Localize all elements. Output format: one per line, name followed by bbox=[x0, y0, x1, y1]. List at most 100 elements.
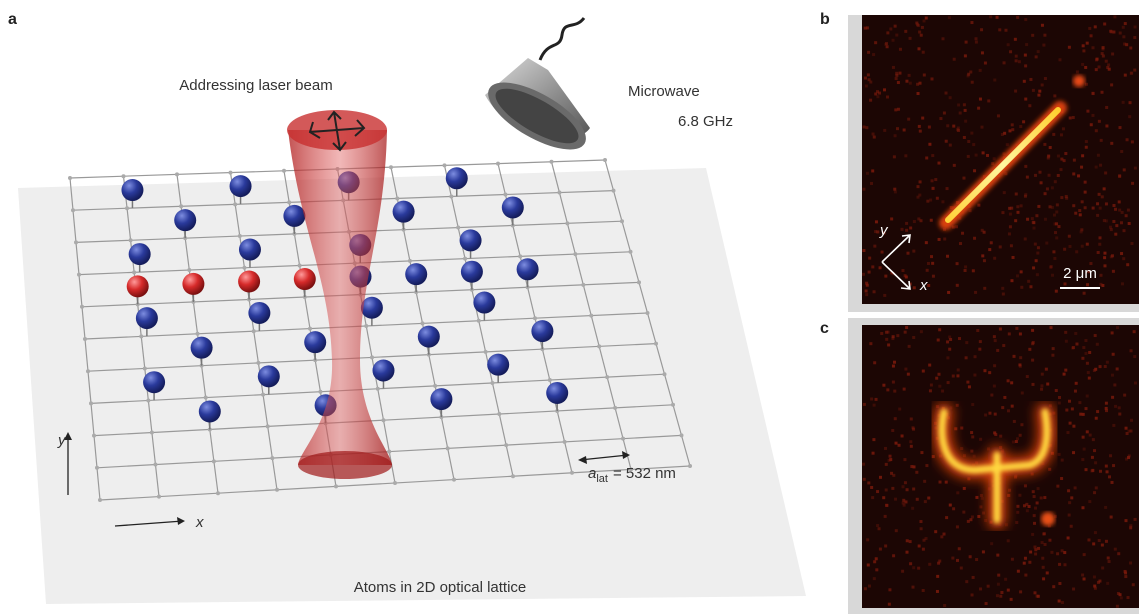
noise-pixel bbox=[1089, 434, 1092, 437]
noise-pixel bbox=[993, 364, 996, 367]
noise-pixel bbox=[910, 445, 913, 448]
noise-pixel bbox=[1133, 355, 1136, 358]
noise-pixel bbox=[917, 92, 920, 95]
noise-pixel bbox=[890, 217, 893, 220]
noise-pixel bbox=[893, 155, 896, 158]
noise-pixel bbox=[983, 369, 986, 372]
noise-pixel bbox=[994, 339, 997, 342]
noise-pixel bbox=[1011, 123, 1014, 126]
noise-pixel bbox=[1028, 104, 1031, 107]
noise-pixel bbox=[1110, 516, 1113, 519]
noise-pixel bbox=[1112, 464, 1115, 467]
noise-pixel bbox=[996, 594, 999, 597]
noise-pixel bbox=[1045, 242, 1048, 245]
noise-pixel bbox=[928, 364, 931, 367]
noise-pixel bbox=[1118, 200, 1121, 203]
noise-pixel bbox=[1023, 504, 1026, 507]
noise-pixel bbox=[962, 177, 965, 180]
noise-pixel bbox=[1120, 252, 1123, 255]
noise-pixel bbox=[1105, 202, 1108, 205]
lattice-node bbox=[334, 484, 338, 488]
lattice-node bbox=[589, 314, 593, 318]
noise-pixel bbox=[938, 238, 941, 241]
noise-pixel bbox=[1055, 210, 1058, 213]
noise-pixel bbox=[866, 26, 869, 29]
noise-pixel bbox=[869, 81, 872, 84]
blue-atom bbox=[460, 229, 482, 251]
noise-pixel bbox=[1109, 454, 1112, 457]
noise-pixel bbox=[903, 388, 906, 391]
noise-pixel bbox=[1105, 540, 1108, 543]
noise-pixel bbox=[1114, 233, 1117, 236]
noise-pixel bbox=[884, 447, 887, 450]
lattice-node bbox=[139, 334, 143, 338]
noise-pixel bbox=[1072, 204, 1075, 207]
noise-pixel bbox=[1105, 60, 1108, 63]
lattice-node bbox=[86, 369, 90, 373]
noise-pixel bbox=[1118, 209, 1121, 212]
noise-pixel bbox=[903, 128, 906, 131]
noise-pixel bbox=[895, 34, 898, 37]
noise-pixel bbox=[977, 204, 980, 207]
noise-pixel bbox=[1085, 83, 1088, 86]
noise-pixel bbox=[1058, 401, 1061, 404]
noise-pixel bbox=[1116, 367, 1119, 370]
noise-pixel bbox=[923, 74, 926, 77]
noise-pixel bbox=[974, 291, 977, 294]
noise-pixel bbox=[980, 28, 983, 31]
noise-pixel bbox=[1053, 214, 1056, 217]
lattice-node bbox=[504, 443, 508, 447]
noise-pixel bbox=[1071, 407, 1074, 410]
noise-pixel bbox=[990, 542, 993, 545]
noise-pixel bbox=[982, 511, 985, 514]
noise-pixel bbox=[1081, 357, 1084, 360]
noise-pixel bbox=[964, 120, 967, 123]
lattice-node bbox=[77, 273, 81, 277]
lattice-node bbox=[125, 206, 129, 210]
noise-pixel bbox=[1001, 211, 1004, 214]
noise-pixel bbox=[1037, 246, 1040, 249]
lattice-node bbox=[308, 327, 312, 331]
noise-pixel bbox=[891, 487, 894, 490]
noise-pixel bbox=[1124, 570, 1127, 573]
noise-pixel bbox=[867, 73, 870, 76]
noise-pixel bbox=[875, 398, 878, 401]
noise-pixel bbox=[960, 567, 963, 570]
lattice-node bbox=[629, 250, 633, 254]
noise-pixel bbox=[1126, 138, 1129, 141]
noise-pixel bbox=[1046, 571, 1049, 574]
noise-pixel bbox=[963, 103, 966, 106]
noise-pixel bbox=[920, 451, 923, 454]
noise-pixel bbox=[938, 373, 941, 376]
noise-pixel bbox=[934, 530, 937, 533]
noise-pixel bbox=[906, 488, 909, 491]
noise-pixel bbox=[932, 275, 935, 278]
noise-pixel bbox=[897, 81, 900, 84]
lattice-node bbox=[266, 424, 270, 428]
noise-pixel bbox=[1083, 448, 1086, 451]
noise-pixel bbox=[1053, 257, 1056, 260]
noise-pixel bbox=[1081, 458, 1084, 461]
noise-pixel bbox=[1103, 264, 1106, 267]
noise-pixel bbox=[873, 290, 876, 293]
noise-pixel bbox=[1035, 55, 1038, 58]
noise-pixel bbox=[1088, 27, 1091, 30]
noise-pixel bbox=[1110, 142, 1113, 145]
noise-pixel bbox=[956, 491, 959, 494]
noise-pixel bbox=[1015, 521, 1018, 524]
noise-pixel bbox=[1120, 596, 1123, 599]
noise-pixel bbox=[1016, 205, 1019, 208]
lattice-node bbox=[204, 396, 208, 400]
noise-pixel bbox=[1081, 200, 1084, 203]
lattice-node bbox=[671, 403, 675, 407]
noise-pixel bbox=[1005, 523, 1008, 526]
microwave-label: Microwave bbox=[628, 83, 700, 100]
noise-pixel bbox=[1011, 558, 1014, 561]
noise-pixel bbox=[1065, 409, 1068, 412]
noise-pixel bbox=[941, 200, 944, 203]
noise-pixel bbox=[1105, 465, 1108, 468]
noise-pixel bbox=[943, 604, 946, 607]
noise-pixel bbox=[1105, 402, 1108, 405]
noise-pixel bbox=[1028, 561, 1031, 564]
noise-pixel bbox=[939, 481, 942, 484]
